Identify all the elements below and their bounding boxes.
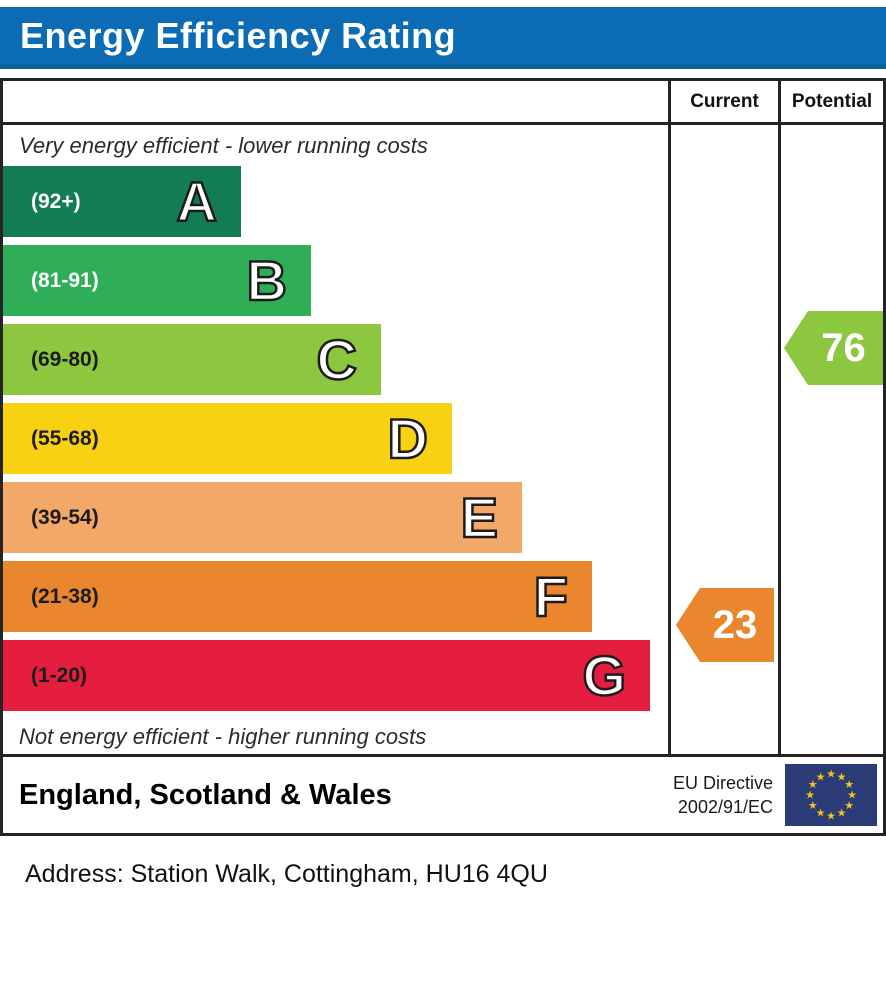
svg-text:★: ★ (805, 789, 815, 802)
current-rating-value: 23 (712, 602, 758, 647)
potential-rating-pointer: 76 (784, 311, 883, 385)
band-row-c: (69-80) C (3, 324, 381, 395)
svg-text:★: ★ (844, 799, 854, 812)
svg-text:★: ★ (808, 799, 818, 812)
band-letter: F (533, 564, 570, 628)
band-range-label: (55-68) (31, 426, 99, 450)
band-row-b: (81-91) B (3, 245, 311, 316)
band-letter: C (315, 327, 358, 391)
current-rating-pointer: 23 (676, 588, 774, 662)
band-range-label: (81-91) (31, 268, 99, 292)
potential-column-header: Potential (778, 81, 883, 122)
band-row-d: (55-68) D (3, 403, 452, 474)
energy-rating-table: Current Potential Very energy efficient … (0, 78, 886, 836)
band-row-f: (21-38) F (3, 561, 592, 632)
band-row-g: (1-20) G (3, 640, 650, 711)
svg-text:★: ★ (808, 778, 818, 791)
svg-text:★: ★ (826, 810, 836, 823)
svg-text:★: ★ (816, 770, 826, 783)
band-letter: D (386, 406, 429, 470)
potential-column: 76 (778, 125, 883, 754)
potential-rating-value: 76 (821, 325, 866, 370)
eu-directive-line2: 2002/91/EC (677, 797, 773, 817)
band-range-label: (1-20) (31, 663, 88, 687)
table-footer-row: England, Scotland & Wales EU Directive 2… (3, 754, 883, 833)
svg-text:★: ★ (816, 807, 826, 820)
header-spacer (3, 81, 668, 122)
svg-text:★: ★ (826, 768, 836, 781)
current-column: 23 (668, 125, 778, 754)
eu-directive-label: EU Directive 2002/91/EC (673, 771, 773, 820)
address-line: Address: Station Walk, Cottingham, HU16 … (25, 860, 548, 888)
band-letter: A (175, 169, 218, 233)
band-row-a: (92+) A (3, 166, 241, 237)
svg-text:★: ★ (844, 778, 854, 791)
bottom-note: Not energy efficient - higher running co… (19, 724, 427, 749)
eu-directive-line1: EU Directive (672, 772, 773, 793)
table-body-row: Very energy efficient - lower running co… (3, 125, 883, 754)
svg-text:★: ★ (847, 789, 857, 802)
table-header-row: Current Potential (3, 81, 883, 125)
eu-flag-icon: ★ ★ ★ ★ ★ ★ ★ ★ ★ ★ ★ ★ (785, 764, 877, 826)
top-note: Very energy efficient - lower running co… (19, 133, 428, 158)
rating-bands: (92+) A (81-91) B (69-80) C (55-68) D (3, 166, 668, 711)
current-column-header: Current (668, 81, 778, 122)
band-range-label: (21-38) (31, 584, 99, 608)
band-letter: E (459, 485, 499, 549)
band-range-label: (69-80) (31, 347, 99, 371)
band-letter: G (581, 643, 627, 707)
band-letter: B (245, 248, 288, 312)
svg-text:★: ★ (837, 770, 847, 783)
band-range-label: (92+) (31, 189, 81, 213)
svg-text:★: ★ (837, 807, 847, 820)
page-title: Energy Efficiency Rating (20, 14, 457, 56)
band-range-label: (39-54) (31, 505, 99, 529)
epc-page: Energy Efficiency Rating Current Potenti… (0, 7, 886, 888)
region-label: England, Scotland & Wales (19, 778, 392, 811)
band-row-e: (39-54) E (3, 482, 522, 553)
bands-column: Very energy efficient - lower running co… (3, 125, 668, 754)
title-bar: Energy Efficiency Rating (0, 7, 886, 69)
